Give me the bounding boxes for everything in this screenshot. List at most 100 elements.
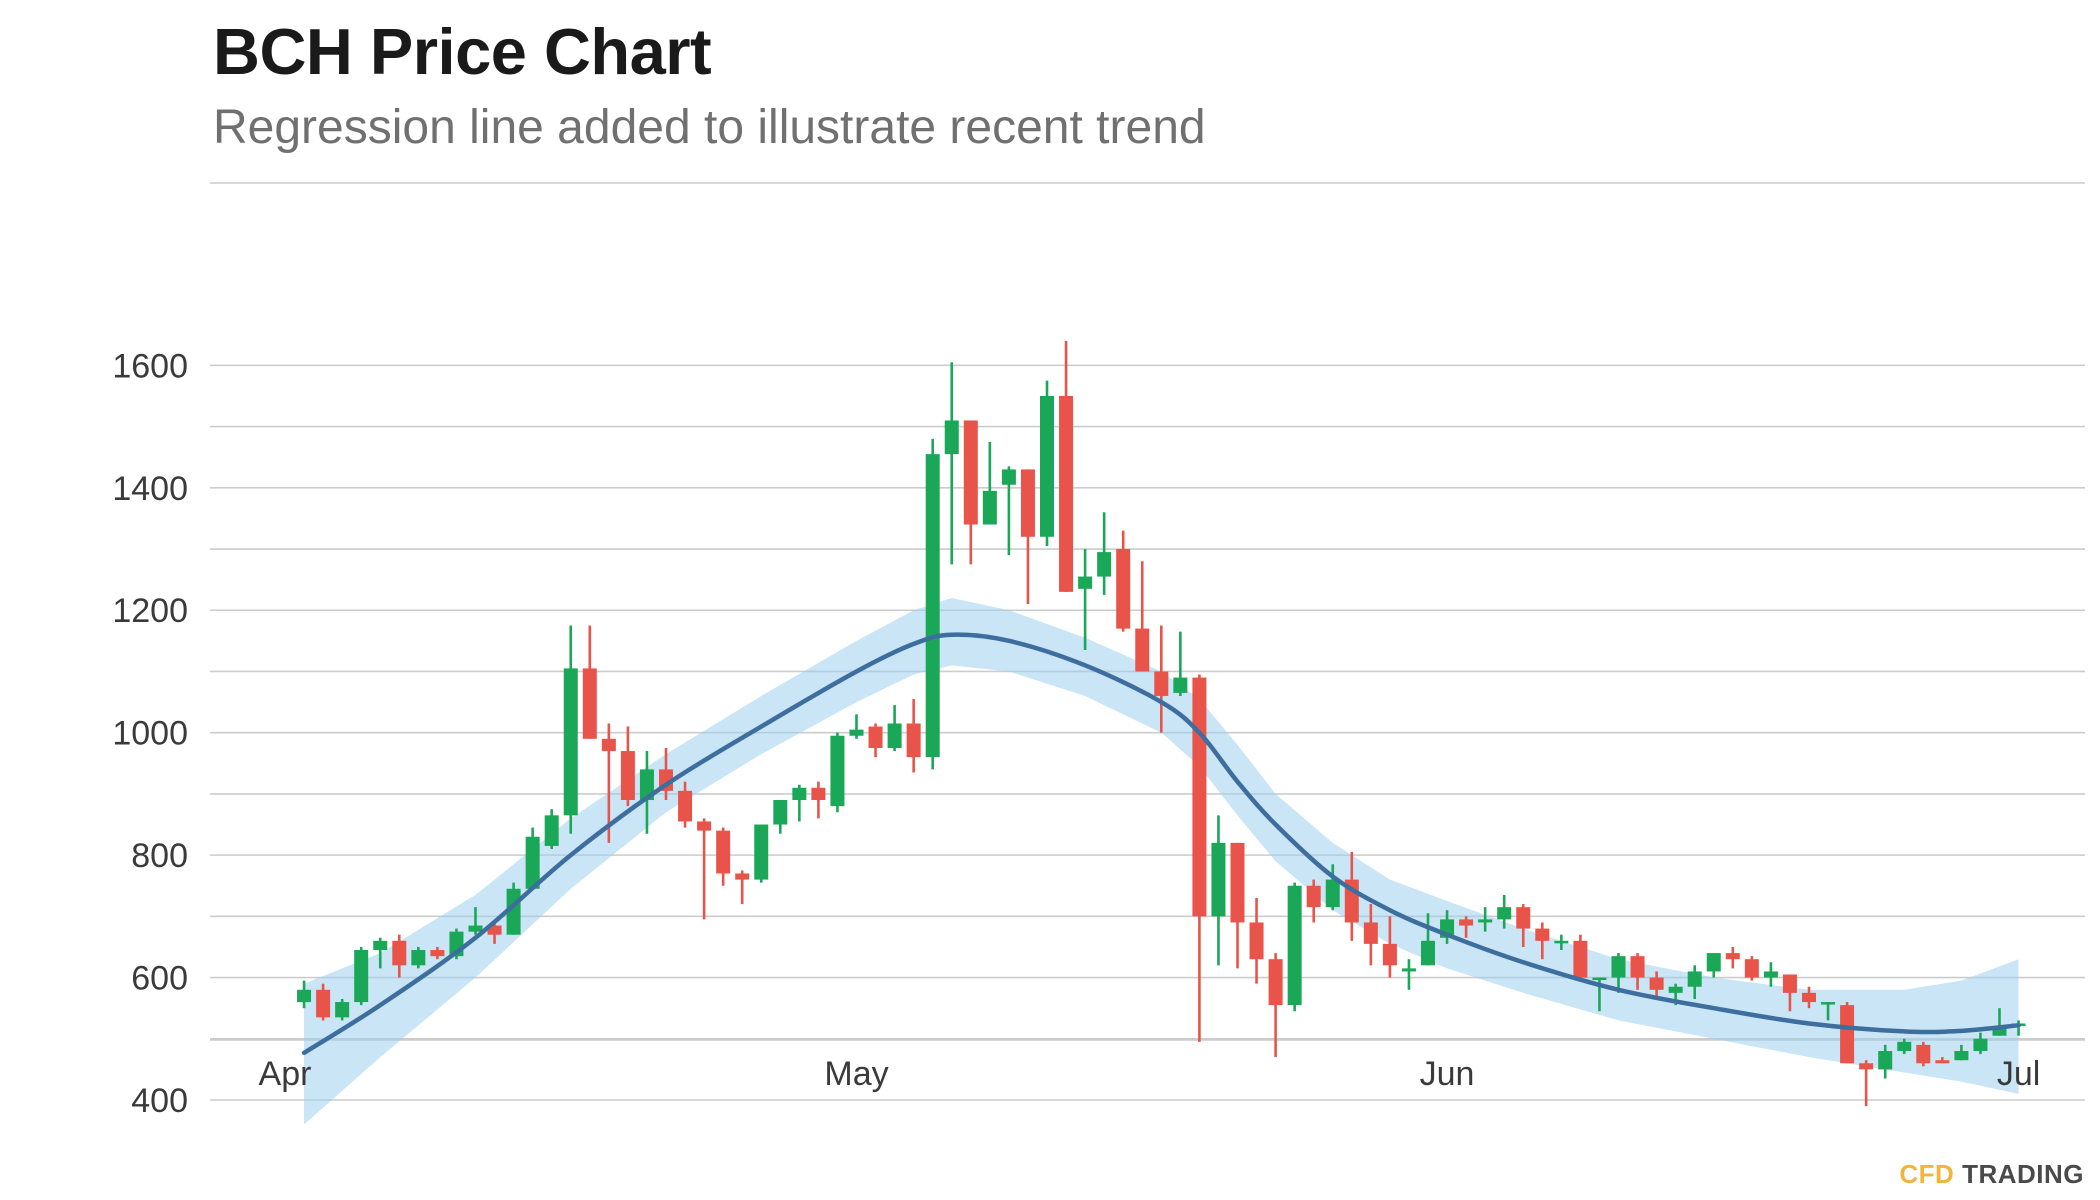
candle-body [1154, 671, 1169, 696]
candle-body [1973, 1038, 1988, 1052]
candle [1020, 469, 1035, 605]
candle [887, 705, 902, 752]
candle [525, 827, 540, 889]
candle [944, 362, 959, 565]
candle-body [678, 790, 693, 822]
candle [316, 983, 331, 1021]
candle [1401, 959, 1416, 990]
candle [1916, 1041, 1931, 1067]
candle-body [1573, 940, 1588, 978]
candle-body [1611, 956, 1626, 978]
candle [1325, 864, 1340, 911]
candle-body [773, 800, 788, 825]
candle [1040, 380, 1054, 546]
candle-body [1001, 469, 1016, 485]
candle [1630, 953, 1645, 990]
x-tick-label: Apr [259, 1055, 312, 1093]
candle-body [1040, 395, 1054, 537]
candle-body [944, 420, 959, 455]
candle-body [1135, 628, 1150, 672]
y-tick-label: 600 [131, 960, 188, 998]
candle-body [316, 989, 331, 1018]
candle [1306, 879, 1321, 923]
candle [1859, 1060, 1874, 1107]
candle [430, 946, 445, 960]
x-tick-label: Jun [1420, 1055, 1475, 1093]
candle [563, 625, 578, 834]
candle [1535, 922, 1550, 960]
candle-body [963, 420, 978, 525]
candle [1382, 916, 1397, 978]
candle-body [487, 925, 502, 935]
candle [544, 809, 559, 849]
candle-body [1916, 1044, 1931, 1064]
candle-body [811, 787, 826, 801]
regression-line [301, 632, 2021, 1056]
candle [906, 699, 921, 773]
candle [620, 726, 635, 807]
candle-body [1649, 977, 1664, 990]
candle-body [868, 726, 883, 748]
brand-logo-part2: TRADING [1962, 1159, 2084, 1189]
candle-body [1421, 940, 1435, 966]
regression-line-path [301, 632, 2021, 1056]
candle-body [1059, 395, 1074, 592]
candle-body [1230, 842, 1245, 923]
candle-body [1078, 576, 1093, 589]
candle-body [582, 668, 597, 739]
candle [1001, 466, 1016, 556]
candle-body [411, 950, 426, 966]
candle [1821, 1002, 1836, 1021]
candle [1116, 530, 1131, 632]
chart-title: BCH Price Chart [213, 15, 712, 88]
candle-body [1306, 885, 1321, 908]
candle [411, 946, 426, 969]
candle [1687, 965, 1702, 999]
candle [1992, 1008, 2007, 1036]
candle [1954, 1044, 1969, 1061]
candle-body [639, 769, 654, 801]
candle [1173, 631, 1188, 696]
candle-body [1478, 919, 1493, 923]
candle [1421, 913, 1435, 966]
candle [1249, 897, 1264, 984]
candle [697, 818, 712, 920]
candle-body [735, 873, 750, 880]
candle-body [1459, 919, 1474, 926]
candle-body [563, 668, 578, 816]
candle [1763, 962, 1778, 987]
candle-body [1211, 842, 1226, 917]
candle [1611, 953, 1626, 993]
candle [1287, 882, 1302, 1012]
candle [373, 937, 388, 969]
candle-body [430, 950, 445, 957]
candle-body [620, 751, 635, 801]
candle-body [982, 490, 997, 525]
candle-body [525, 836, 540, 889]
candle-body [1268, 959, 1283, 1006]
candle-body [1992, 1026, 2007, 1036]
candle-body [373, 940, 388, 951]
y-tick-label: 1200 [112, 592, 188, 630]
candle [1782, 974, 1797, 1012]
candle [1744, 956, 1759, 981]
candle [792, 784, 807, 822]
candle-body [887, 723, 902, 748]
candle-body [1630, 956, 1645, 978]
candle-body [1401, 968, 1416, 972]
candle-body [849, 729, 864, 736]
candle [1935, 1057, 1950, 1064]
candle-body [925, 454, 940, 758]
candle [773, 800, 788, 834]
candle [1573, 934, 1588, 981]
candle-body [1840, 1005, 1855, 1064]
candle-body [1725, 953, 1740, 960]
candle [868, 723, 883, 758]
candle-body [468, 925, 483, 932]
candle-body [1706, 953, 1721, 972]
brand-logo-part1: CFD [1899, 1159, 1955, 1189]
confidence-band [304, 597, 2019, 1125]
candle [1878, 1044, 1893, 1079]
candle-body [1668, 986, 1683, 993]
